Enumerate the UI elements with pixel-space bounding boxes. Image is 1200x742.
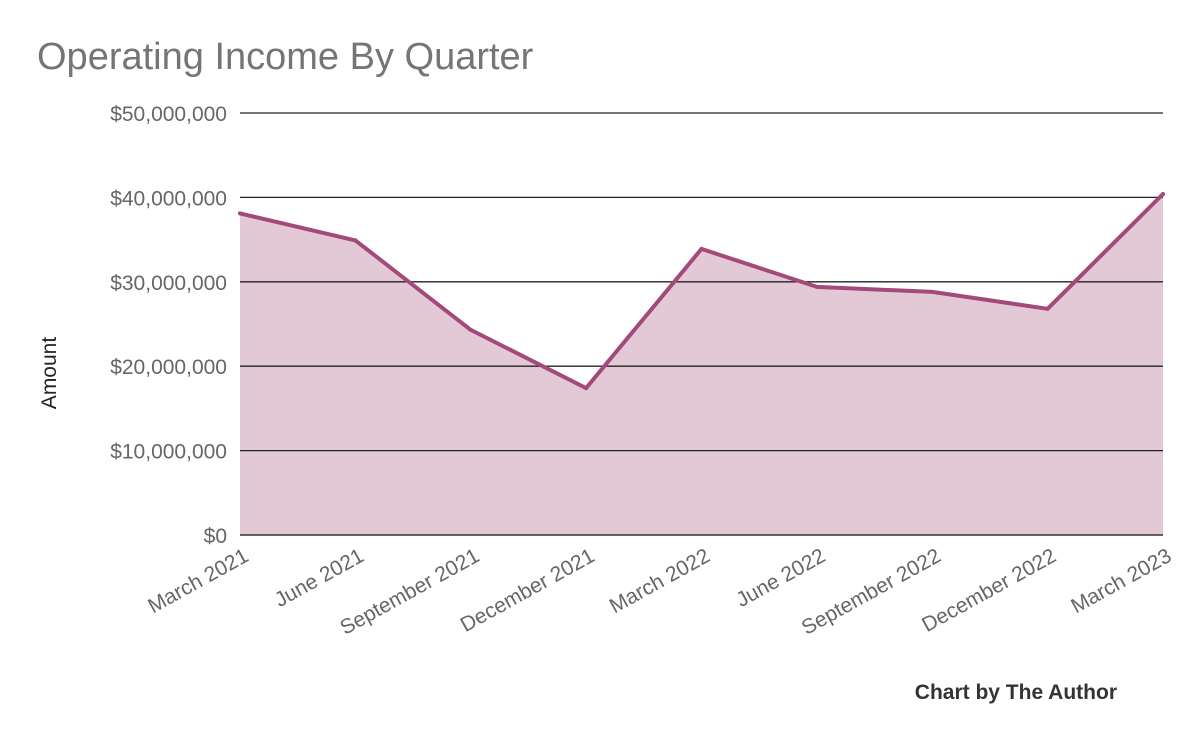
- data-point: [930, 289, 935, 294]
- chart-credit: Chart by The Author: [915, 681, 1117, 704]
- y-axis-ticks: $0 $10,000,000 $20,000,000 $30,000,000 $40,0…: [110, 103, 227, 548]
- data-point: [1161, 192, 1165, 196]
- y-tick-label: $20,000,000: [110, 356, 227, 379]
- data-point: [353, 238, 358, 243]
- data-point: [468, 327, 473, 332]
- data-point: [238, 211, 242, 216]
- x-tick-label: March 2021: [144, 544, 252, 618]
- y-tick-label: $10,000,000: [110, 441, 227, 464]
- y-tick-label: $40,000,000: [110, 187, 227, 210]
- y-axis-label: Amount: [38, 337, 61, 410]
- x-tick-label: June 2022: [732, 544, 829, 612]
- grid-layer: [240, 112, 1163, 536]
- line-layer: [238, 192, 1165, 391]
- area-fill: [240, 194, 1163, 535]
- data-point: [699, 246, 704, 251]
- y-tick-label: $50,000,000: [110, 103, 227, 126]
- x-tick-label: March 2022: [606, 544, 714, 618]
- y-tick-label: $30,000,000: [110, 272, 227, 295]
- x-tick-label: March 2023: [1067, 544, 1175, 618]
- chart-title: Operating Income By Quarter: [37, 36, 534, 78]
- data-point: [584, 386, 589, 391]
- data-point: [814, 284, 819, 289]
- data-point: [1045, 306, 1050, 311]
- x-tick-label: June 2021: [271, 544, 368, 612]
- y-tick-label: $0: [204, 525, 227, 548]
- area-layer: [240, 194, 1163, 535]
